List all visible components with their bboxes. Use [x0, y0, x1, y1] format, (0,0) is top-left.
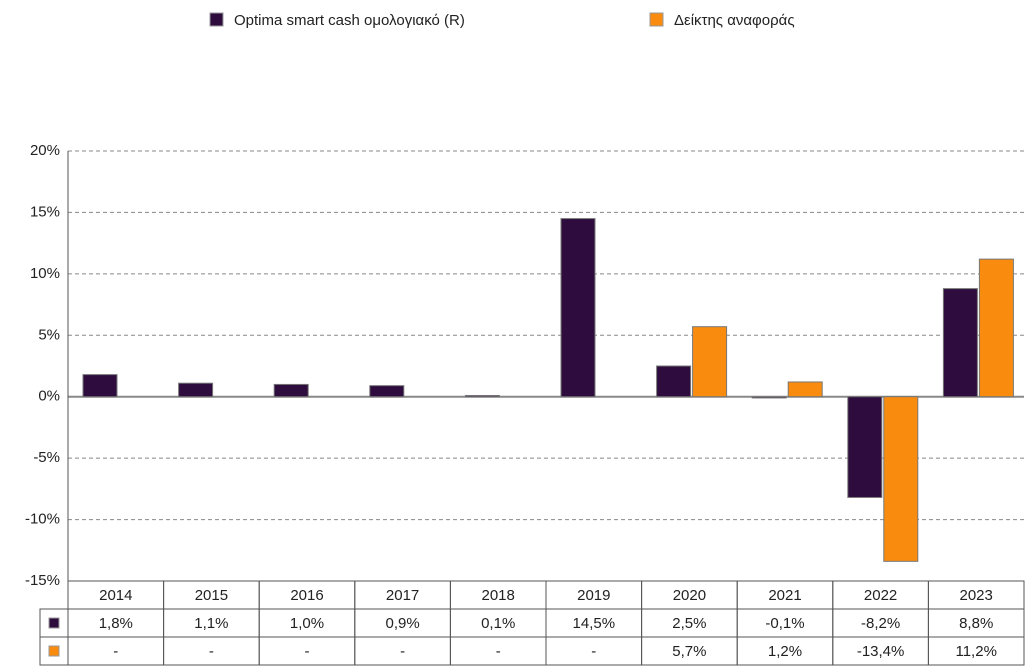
- year-label: 2017: [386, 587, 419, 604]
- value-label: -: [400, 643, 405, 660]
- value-label: 5,7%: [672, 643, 706, 660]
- value-label: 1,8%: [99, 615, 133, 632]
- legend-swatch: [209, 12, 224, 27]
- year-label: 2018: [482, 587, 515, 604]
- bar: [847, 396, 883, 498]
- legend-swatch: [649, 12, 664, 27]
- y-tick-label: -15%: [25, 572, 60, 589]
- row-icon: [48, 645, 60, 657]
- value-label: 1,1%: [194, 615, 228, 632]
- value-label: 1,2%: [768, 643, 802, 660]
- y-tick-label: -5%: [33, 449, 60, 466]
- value-label: -: [209, 643, 214, 660]
- y-tick-label: 10%: [30, 265, 60, 282]
- legend-label: Optima smart cash ομολογιακό (R): [234, 12, 465, 29]
- y-tick-label: -10%: [25, 511, 60, 528]
- bar: [692, 326, 728, 398]
- value-label: -: [305, 643, 310, 660]
- bar: [883, 396, 919, 562]
- value-label: -: [591, 643, 596, 660]
- value-label: 1,0%: [290, 615, 324, 632]
- value-label: 8,8%: [959, 615, 993, 632]
- bar: [978, 258, 1014, 398]
- y-tick-label: 15%: [30, 203, 60, 220]
- year-label: 2022: [864, 587, 897, 604]
- bar: [369, 385, 405, 398]
- value-label: 14,5%: [573, 615, 616, 632]
- y-tick-label: 0%: [38, 388, 60, 405]
- year-label: 2015: [195, 587, 228, 604]
- bar: [464, 394, 500, 398]
- value-label: -0,1%: [765, 615, 804, 632]
- legend-label: Δείκτης αναφοράς: [674, 12, 795, 29]
- bar: [942, 288, 978, 398]
- value-label: -8,2%: [861, 615, 900, 632]
- year-label: 2023: [960, 587, 993, 604]
- year-label: 2019: [577, 587, 610, 604]
- value-label: -13,4%: [857, 643, 905, 660]
- year-label: 2014: [99, 587, 132, 604]
- year-label: 2020: [673, 587, 706, 604]
- value-label: 0,1%: [481, 615, 515, 632]
- bar: [82, 374, 118, 398]
- value-label: 11,2%: [955, 643, 996, 660]
- table-cell: [39, 636, 69, 666]
- bar: [656, 365, 692, 398]
- y-tick-label: 20%: [30, 142, 60, 159]
- bar: [787, 381, 823, 398]
- value-label: -: [113, 643, 118, 660]
- year-label: 2016: [290, 587, 323, 604]
- table-cell: [927, 636, 1025, 666]
- year-label: 2021: [768, 587, 801, 604]
- row-icon: [48, 617, 60, 629]
- bar: [751, 396, 787, 399]
- value-label: 0,9%: [385, 615, 419, 632]
- bar: [560, 218, 596, 398]
- bar: [273, 383, 309, 398]
- bar: [178, 382, 214, 398]
- value-label: 2,5%: [672, 615, 706, 632]
- y-tick-label: 5%: [38, 326, 60, 343]
- value-label: -: [496, 643, 501, 660]
